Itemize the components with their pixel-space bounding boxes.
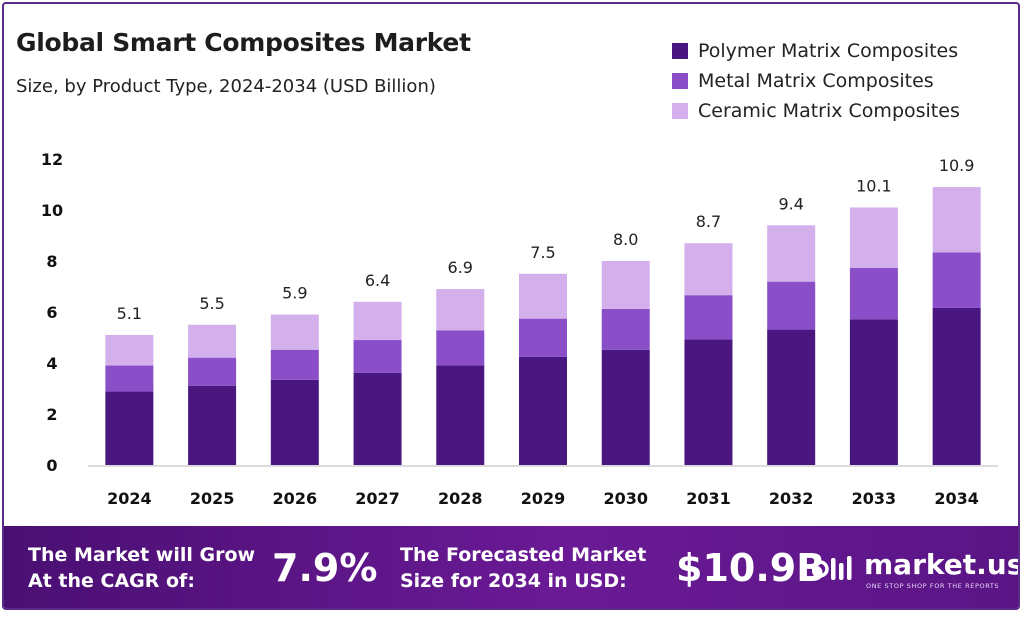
- x-tick-label: 2029: [521, 489, 566, 508]
- legend-item-polymer: Polymer Matrix Composites: [672, 36, 960, 66]
- footer-banner: The Market will Grow At the CAGR of: 7.9…: [4, 526, 1020, 608]
- forecast-label: The Forecasted Market Size for 2034 in U…: [400, 542, 646, 594]
- legend-label: Ceramic Matrix Composites: [698, 100, 960, 122]
- y-tick-label: 2: [46, 405, 57, 424]
- bar-total-label: 10.9: [939, 156, 975, 175]
- bar-total-label: 9.4: [778, 194, 803, 213]
- cagr-label-line2: At the CAGR of:: [28, 570, 195, 592]
- bar-segment-ceramic: [353, 301, 402, 341]
- bar-total-label: 8.0: [613, 230, 638, 249]
- bar-segment-polymer: [105, 391, 154, 465]
- cagr-label-line1: The Market will Grow: [28, 544, 256, 566]
- legend-item-ceramic: Ceramic Matrix Composites: [672, 96, 960, 126]
- cagr-value: 7.9%: [272, 546, 378, 590]
- cagr-label: The Market will Grow At the CAGR of:: [28, 542, 255, 594]
- bar-segment-ceramic: [767, 225, 816, 282]
- bar-segment-metal: [601, 308, 650, 350]
- legend-swatch-polymer: [672, 43, 688, 59]
- bar-total-label: 6.4: [365, 271, 390, 290]
- y-tick-label: 10: [41, 201, 63, 220]
- bar-total-label: 10.1: [856, 176, 892, 195]
- bar-total-label: 5.9: [282, 284, 307, 303]
- forecast-label-line2: Size for 2034 in USD:: [400, 570, 627, 592]
- bar-total-label: 6.9: [448, 258, 473, 277]
- bar-segment-metal: [849, 267, 898, 320]
- bar-segment-polymer: [353, 372, 402, 465]
- bar-segment-metal: [436, 330, 485, 366]
- x-tick-label: 2024: [107, 489, 152, 508]
- y-tick-label: 8: [46, 252, 57, 271]
- brand-tagline: ONE STOP SHOP FOR THE REPORTS: [866, 582, 1000, 590]
- bar-segment-metal: [932, 252, 981, 308]
- x-tick-label: 2030: [603, 489, 648, 508]
- bar-segment-polymer: [188, 385, 237, 465]
- bar-segment-ceramic: [849, 207, 898, 268]
- chart-title: Global Smart Composites Market: [16, 28, 471, 57]
- x-tick-label: 2026: [273, 489, 318, 508]
- bar-segment-metal: [519, 318, 567, 357]
- x-tick-label: 2025: [190, 489, 235, 508]
- x-tick-label: 2034: [934, 489, 979, 508]
- forecast-value: $10.9B: [676, 546, 826, 590]
- bar-segment-metal: [767, 281, 816, 330]
- bar-segment-polymer: [684, 339, 733, 465]
- x-tick-label: 2033: [852, 489, 897, 508]
- brand-name: market.us: [864, 548, 1020, 581]
- bar-segment-polymer: [601, 349, 650, 465]
- bar-segment-ceramic: [684, 243, 733, 296]
- bar-total-label: 5.5: [199, 294, 224, 313]
- bar-segment-polymer: [767, 329, 816, 465]
- legend-label: Polymer Matrix Composites: [698, 40, 959, 62]
- chart-subtitle: Size, by Product Type, 2024-2034 (USD Bi…: [16, 76, 436, 97]
- bar-segment-ceramic: [932, 187, 981, 253]
- y-tick-label: 4: [46, 354, 57, 373]
- bar-segment-metal: [353, 340, 402, 373]
- bar-segment-polymer: [270, 379, 319, 465]
- y-tick-label: 0: [46, 456, 57, 475]
- bar-segment-ceramic: [270, 314, 319, 350]
- bar-segment-metal: [105, 365, 154, 392]
- market-us-logo-icon: [812, 556, 852, 580]
- bar-segment-ceramic: [188, 324, 237, 358]
- bar-segment-polymer: [932, 307, 981, 465]
- bar-segment-ceramic: [105, 334, 154, 366]
- bar-segment-metal: [270, 349, 319, 380]
- x-tick-label: 2028: [438, 489, 483, 508]
- bar-segment-polymer: [849, 319, 898, 465]
- x-tick-label: 2027: [355, 489, 400, 508]
- bar-total-label: 7.5: [530, 243, 555, 262]
- legend-swatch-ceramic: [672, 103, 688, 119]
- bar-segment-polymer: [519, 356, 567, 465]
- y-tick-label: 12: [41, 150, 63, 169]
- bar-segment-metal: [684, 295, 733, 340]
- legend-label: Metal Matrix Composites: [698, 70, 934, 92]
- bar-segment-ceramic: [436, 289, 485, 331]
- bar-segment-ceramic: [519, 273, 567, 319]
- bar-total-label: 8.7: [696, 212, 721, 231]
- bar-chart: 0 2 4 6 8 10 12 5.1 2024 5.5 2025 5.9 2026 6.4 2027 6.9…: [41, 150, 998, 508]
- bar-total-label: 5.1: [117, 304, 142, 323]
- bar-segment-ceramic: [601, 261, 650, 309]
- bar-segment-polymer: [436, 365, 485, 465]
- x-tick-label: 2032: [769, 489, 814, 508]
- forecast-label-line1: The Forecasted Market: [400, 544, 647, 566]
- legend-item-metal: Metal Matrix Composites: [672, 66, 960, 96]
- bar-segment-metal: [188, 357, 237, 386]
- x-tick-label: 2031: [686, 489, 731, 508]
- legend-swatch-metal: [672, 73, 688, 89]
- legend: Polymer Matrix Composites Metal Matrix C…: [672, 36, 960, 126]
- chart-frame: Global Smart Composites Market Size, by …: [2, 2, 1020, 610]
- y-tick-label: 6: [46, 303, 57, 322]
